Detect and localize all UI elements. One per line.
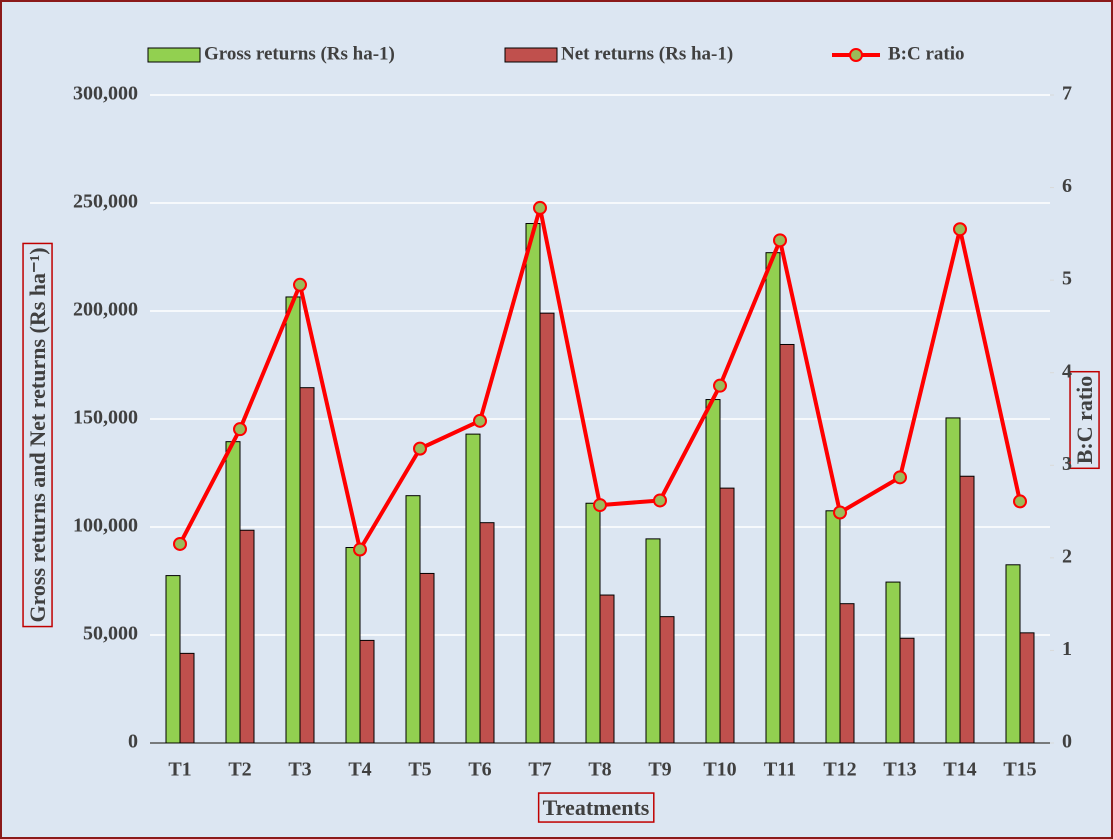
- marker: [953, 222, 967, 237]
- bar: [839, 603, 855, 744]
- y2-tick-label: 6: [1062, 175, 1072, 197]
- bar: [525, 223, 541, 744]
- bar: [585, 502, 601, 744]
- bar: [765, 252, 781, 744]
- legend-label: Gross returns (Rs ha-1): [204, 43, 395, 64]
- marker: [173, 536, 187, 551]
- x-tick-label: T6: [468, 759, 491, 781]
- bar: [659, 616, 675, 744]
- marker: [413, 441, 427, 456]
- bar: [285, 296, 301, 744]
- marker: [833, 505, 847, 520]
- bar: [225, 441, 241, 744]
- x-tick-label: T14: [943, 759, 976, 781]
- y-tick-label: 300,000: [73, 83, 138, 105]
- y2-tick-label: 3: [1062, 453, 1072, 475]
- y-tick-label: 0: [128, 731, 138, 753]
- title-frame: [22, 242, 53, 628]
- bar: [779, 343, 795, 744]
- x-tick-label: T9: [648, 759, 671, 781]
- x-tick-label: T13: [883, 759, 916, 781]
- bar: [1019, 632, 1035, 744]
- bar: [405, 495, 421, 744]
- bar: [1005, 564, 1021, 744]
- y-tick-label: 50,000: [83, 623, 138, 645]
- marker: [893, 470, 907, 485]
- y-tick-label: 200,000: [73, 299, 138, 321]
- bar: [359, 639, 375, 744]
- x-tick-label: T2: [228, 759, 251, 781]
- bar: [599, 594, 615, 744]
- bar: [719, 487, 735, 744]
- y2-tick-label: 1: [1062, 638, 1072, 660]
- marker: [293, 277, 307, 292]
- marker: [353, 542, 367, 557]
- bar: [885, 581, 901, 744]
- x-tick-label: T7: [528, 759, 551, 781]
- x-tick-label: T11: [764, 759, 796, 781]
- y-axis-title: Gross returns and Net returns (Rs ha⁻¹): [25, 247, 50, 622]
- bar: [825, 510, 841, 744]
- y2-tick-label: 7: [1062, 83, 1072, 105]
- bar: [465, 433, 481, 744]
- y2-tick-label: 0: [1062, 731, 1072, 753]
- legend-swatch: [504, 47, 558, 63]
- bar: [945, 417, 961, 744]
- x-tick-label: T1: [168, 759, 191, 781]
- x-tick-label: T5: [408, 759, 431, 781]
- bar: [345, 547, 361, 744]
- title-frame: [1069, 370, 1100, 470]
- y2-axis-title: B:C ratio: [1072, 376, 1097, 465]
- x-tick-label: T15: [1003, 759, 1036, 781]
- marker: [473, 413, 487, 428]
- marker: [1013, 494, 1027, 509]
- y2-tick-label: 2: [1062, 545, 1072, 567]
- title-frame: [537, 792, 655, 823]
- x-tick-label: T4: [348, 759, 371, 781]
- bar: [539, 312, 555, 744]
- bar: [705, 399, 721, 744]
- y-tick-label: 100,000: [73, 515, 138, 537]
- bar: [959, 475, 975, 744]
- marker: [593, 498, 607, 513]
- bar: [179, 652, 195, 744]
- marker: [653, 493, 667, 508]
- bar: [899, 637, 915, 744]
- x-tick-label: T8: [588, 759, 611, 781]
- bar: [479, 522, 495, 744]
- y2-tick-label: 4: [1062, 360, 1072, 382]
- bar: [239, 529, 255, 744]
- marker: [533, 200, 547, 215]
- x-tick-label: T3: [288, 759, 311, 781]
- x-tick-label: T10: [703, 759, 736, 781]
- y-tick-label: 250,000: [73, 191, 138, 213]
- marker: [773, 233, 787, 248]
- bar: [419, 572, 435, 744]
- legend-label: B:C ratio: [888, 43, 965, 64]
- legend-swatch: [147, 47, 201, 63]
- legend-label: Net returns (Rs ha-1): [561, 43, 733, 64]
- bar: [165, 575, 181, 744]
- marker: [233, 422, 247, 437]
- bar: [645, 538, 661, 744]
- legend-swatch: [849, 48, 863, 62]
- x-tick-label: T12: [823, 759, 856, 781]
- y2-tick-label: 5: [1062, 268, 1072, 290]
- marker: [713, 378, 727, 393]
- y-tick-label: 150,000: [73, 407, 138, 429]
- bar: [299, 387, 315, 744]
- x-axis-title: Treatments: [543, 795, 650, 820]
